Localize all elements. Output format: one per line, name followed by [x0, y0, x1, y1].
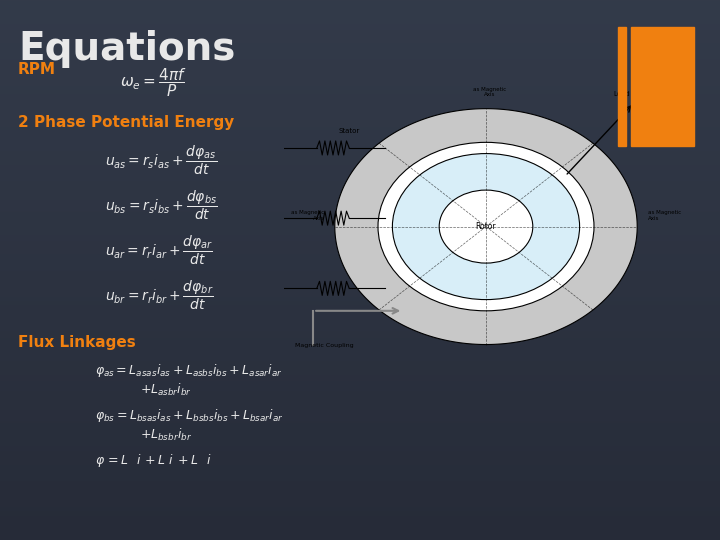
Text: $\omega_e = \dfrac{4\pi f}{P}$: $\omega_e = \dfrac{4\pi f}{P}$: [120, 66, 186, 99]
Text: Load: Load: [613, 91, 630, 97]
Text: $u_{ar} = r_r i_{ar} + \dfrac{d\varphi_{ar}}{dt}$: $u_{ar} = r_r i_{ar} + \dfrac{d\varphi_{…: [105, 234, 213, 267]
Text: Magnetic Coupling: Magnetic Coupling: [295, 343, 354, 348]
Text: Equations: Equations: [18, 30, 235, 68]
Circle shape: [439, 190, 533, 263]
Text: $\varphi_{as} = L_{asas}i_{as} + L_{asbs}i_{bs} + L_{asar}i_{ar}$: $\varphi_{as} = L_{asas}i_{as} + L_{asbs…: [95, 362, 283, 379]
Text: $\varphi_{\,} = L_{\quad}i_{\;} + L_{\;\,} i_{\;} + L_{\quad} i_{\;}$: $\varphi_{\,} = L_{\quad}i_{\;} + L_{\;\…: [95, 452, 212, 469]
Circle shape: [378, 143, 594, 311]
Text: $u_{br} = r_r i_{br} + \dfrac{d\varphi_{br}}{dt}$: $u_{br} = r_r i_{br} + \dfrac{d\varphi_{…: [105, 279, 214, 312]
Text: $u_{as} = r_s i_{as} + \dfrac{d\varphi_{as}}{dt}$: $u_{as} = r_s i_{as} + \dfrac{d\varphi_{…: [105, 144, 217, 177]
Text: Flux Linkages: Flux Linkages: [18, 335, 136, 350]
Text: RPM: RPM: [18, 62, 56, 77]
Text: as Magnetic
Axis: as Magnetic Axis: [648, 210, 681, 221]
Text: $u_{bs} = r_s i_{bs} + \dfrac{d\varphi_{bs}}{dt}$: $u_{bs} = r_s i_{bs} + \dfrac{d\varphi_{…: [105, 189, 217, 222]
Text: Rotor: Rotor: [476, 222, 496, 231]
Text: $+ L_{asbr}i_{br}$: $+ L_{asbr}i_{br}$: [140, 382, 192, 398]
Text: Stator: Stator: [338, 128, 360, 134]
Text: 2 Phase Potential Energy: 2 Phase Potential Energy: [18, 115, 234, 130]
Polygon shape: [335, 109, 637, 345]
Circle shape: [392, 153, 580, 300]
Text: as Magnetic
Axis: as Magnetic Axis: [473, 86, 506, 97]
Text: as Magnetic
Axis: as Magnetic Axis: [291, 210, 324, 221]
Text: $\varphi_{bs} = L_{bsas}i_{as} + L_{bsbs}i_{bs} + L_{bsar}i_{ar}$: $\varphi_{bs} = L_{bsas}i_{as} + L_{bsbs…: [95, 407, 284, 424]
Text: $+ L_{bsbr}i_{br}$: $+ L_{bsbr}i_{br}$: [140, 427, 192, 443]
